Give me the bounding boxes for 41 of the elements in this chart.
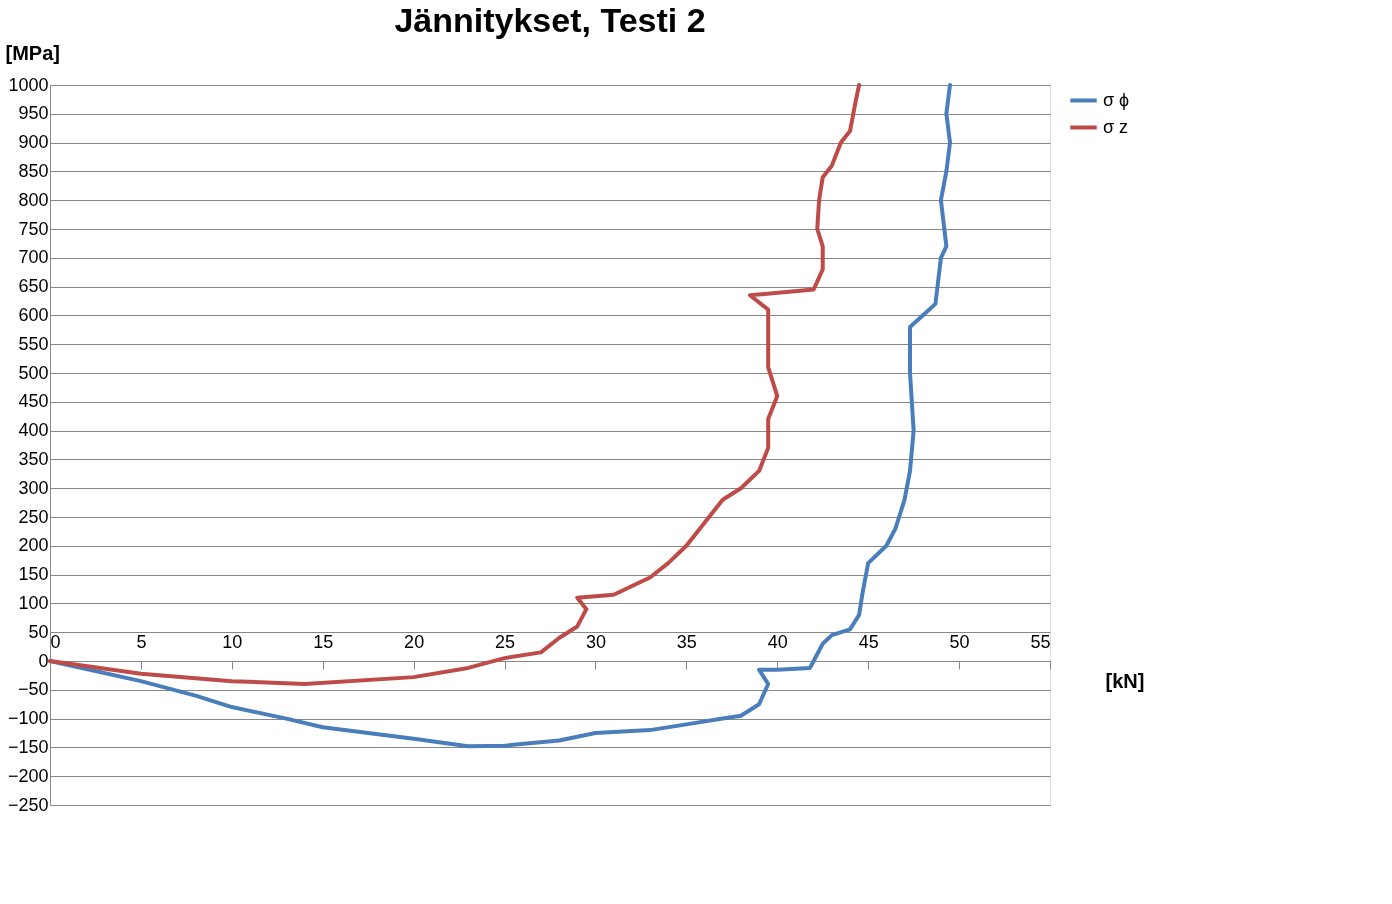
x-tick-label: 5 xyxy=(136,631,147,652)
y-tick-label: −250 xyxy=(7,794,49,815)
y-tick-label: 750 xyxy=(18,218,49,239)
y-tick-label: 450 xyxy=(18,391,49,412)
y-tick-label: 850 xyxy=(18,160,49,181)
x-tick-label: 35 xyxy=(676,631,697,652)
x-tick-label: 50 xyxy=(949,631,970,652)
x-axis-title: [kN] xyxy=(1105,669,1145,692)
x-tick-label: 30 xyxy=(585,631,606,652)
chart-title: Jännitykset, Testi 2 xyxy=(394,1,706,39)
legend-label: σ z xyxy=(1103,116,1129,137)
x-tick-label: 55 xyxy=(1030,631,1051,652)
y-tick-label: 150 xyxy=(18,564,49,585)
x-tick-label: 45 xyxy=(858,631,879,652)
y-tick-label: −100 xyxy=(7,708,49,729)
y-tick-label: 600 xyxy=(18,304,49,325)
y-tick-label: 300 xyxy=(18,477,49,498)
x-tick-label: 40 xyxy=(767,631,788,652)
y-tick-label: 200 xyxy=(18,535,49,556)
x-tick-label: 15 xyxy=(313,631,334,652)
y-tick-label: −50 xyxy=(17,679,49,700)
y-tick-label: 900 xyxy=(18,132,49,153)
y-tick-label: 100 xyxy=(18,592,49,613)
y-tick-label: −200 xyxy=(7,765,49,786)
y-tick-label: 250 xyxy=(18,506,49,527)
y-tick-label: 0 xyxy=(38,650,49,671)
x-tick-label: 20 xyxy=(404,631,425,652)
y-tick-label: 1000 xyxy=(8,74,49,95)
y-tick-label: 950 xyxy=(18,103,49,124)
y-tick-label: 550 xyxy=(18,333,49,354)
y-tick-label: 400 xyxy=(18,420,49,441)
y-tick-label: 350 xyxy=(18,448,49,469)
y-tick-label: 800 xyxy=(18,189,49,210)
x-tick-label: 10 xyxy=(222,631,243,652)
x-tick-label: 25 xyxy=(495,631,516,652)
y-tick-label: −150 xyxy=(7,736,49,757)
y-tick-label: 700 xyxy=(18,247,49,268)
y-tick-label: 650 xyxy=(18,276,49,297)
y-tick-label: 500 xyxy=(18,362,49,383)
legend-label: σ ϕ xyxy=(1103,89,1130,110)
y-axis-title: [MPa] xyxy=(5,41,60,64)
